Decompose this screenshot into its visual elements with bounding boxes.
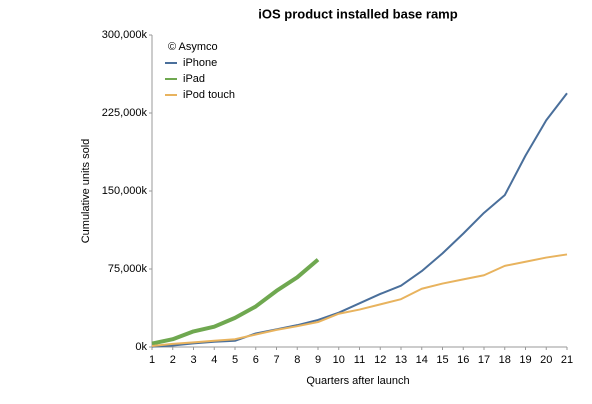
x-tick-label: 6 (253, 354, 259, 366)
x-tick-label: 5 (232, 354, 238, 366)
annotation: © Asymco (168, 41, 218, 53)
x-tick-label: 3 (190, 354, 196, 366)
x-tick-label: 14 (416, 354, 428, 366)
x-tick-label: 9 (315, 354, 321, 366)
series-line (151, 92, 568, 348)
series-line (151, 258, 320, 346)
legend-label: iPhone (183, 57, 217, 69)
x-tick-label: 4 (211, 354, 217, 366)
chart-title: iOS product installed base ramp (258, 6, 457, 21)
x-tick-label: 2 (170, 354, 176, 366)
x-axis-label: Quarters after launch (306, 375, 409, 387)
x-tick-label: 21 (561, 354, 573, 366)
x-tick-label: 17 (478, 354, 490, 366)
x-tick-label: 11 (354, 354, 365, 366)
x-tick-label: 20 (540, 354, 552, 366)
y-tick-label: 0k (135, 341, 147, 353)
x-tick-label: 7 (273, 354, 279, 366)
y-tick-label: 300,000k (102, 29, 148, 41)
x-tick-label: 12 (374, 354, 386, 366)
x-tick-label: 8 (294, 354, 300, 366)
x-tick-label: 10 (333, 354, 345, 366)
y-tick-label: 150,000k (102, 185, 148, 197)
y-tick-label: 225,000k (102, 107, 148, 119)
y-axis-label: Cumulative units sold (80, 139, 92, 244)
series-line (151, 253, 568, 347)
legend-label: iPod touch (183, 89, 235, 101)
y-tick-label: 75,000k (108, 263, 148, 275)
x-tick-label: 13 (395, 354, 407, 366)
x-tick-label: 1 (149, 354, 155, 366)
x-tick-label: 16 (457, 354, 469, 366)
x-tick-label: 15 (436, 354, 448, 366)
x-tick-label: 19 (519, 354, 531, 366)
legend-label: iPad (183, 73, 205, 85)
x-tick-label: 18 (499, 354, 511, 366)
